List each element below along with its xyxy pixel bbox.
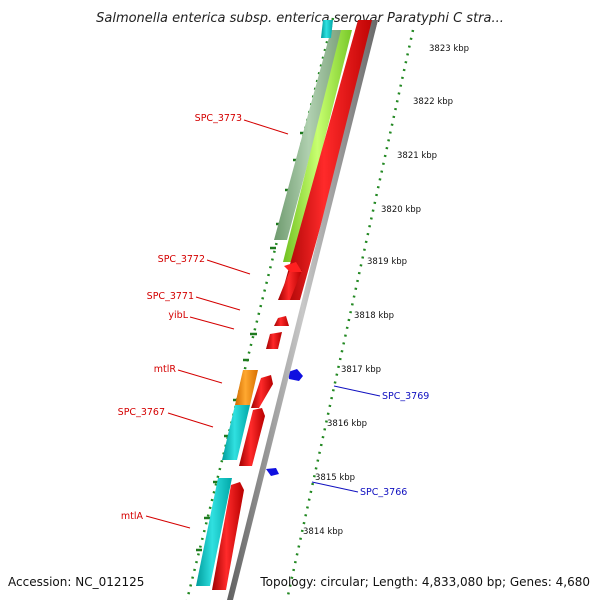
- scale-label: 3819 kbp: [367, 257, 407, 267]
- accession-text: Accession: NC_012125: [8, 575, 144, 589]
- gene-label-spc3773: SPC_3773: [195, 113, 242, 124]
- cog-band-bottom: [196, 20, 333, 586]
- scale-label: 3821 kbp: [397, 151, 437, 161]
- gene-label-spc3771: SPC_3771: [147, 291, 194, 302]
- scale-label: 3814 kbp: [303, 527, 343, 537]
- blue-label-leaders: [311, 385, 381, 493]
- gene-mtla: [212, 482, 244, 590]
- gene-spc3766: [266, 468, 279, 476]
- gene-label-spc3767: SPC_3767: [118, 407, 165, 418]
- gene-label-mtlr: mtlR: [154, 364, 177, 375]
- scale-label: 3815 kbp: [315, 473, 355, 483]
- gene-labels: SPC_3773 SPC_3772 SPC_3771 yibL mtlR SPC…: [118, 113, 430, 522]
- gene-label-spc3766: SPC_3766: [360, 487, 407, 498]
- gene-label-leaders: [145, 119, 289, 529]
- gene-label-mtla: mtlA: [121, 511, 144, 522]
- gene-spc3772: [278, 270, 302, 300]
- cog-band-top: [274, 30, 352, 262]
- forward-cds-track: [212, 20, 378, 590]
- gene-spc3771: [274, 316, 289, 326]
- gene-label-yibl: yibL: [168, 310, 188, 321]
- gene-yibl: [266, 332, 282, 349]
- scale-label: 3816 kbp: [327, 419, 367, 429]
- scale-label: 3820 kbp: [381, 205, 421, 215]
- reverse-cds-track: [266, 369, 303, 476]
- gene-label-spc3769: SPC_3769: [382, 391, 429, 402]
- scale-label: 3823 kbp: [429, 44, 469, 54]
- backbone: [227, 20, 378, 600]
- gene-label-spc3772: SPC_3772: [158, 254, 205, 265]
- gene-spc3767: [239, 408, 265, 466]
- scale-label: 3818 kbp: [354, 311, 394, 321]
- map-title: Salmonella enterica subsp. enterica sero…: [96, 11, 504, 26]
- gene-spc3769: [288, 369, 303, 381]
- scale-label: 3817 kbp: [341, 365, 381, 375]
- genome-summary-text: Topology: circular; Length: 4,833,080 bp…: [259, 575, 590, 589]
- gene-mtlr: [251, 375, 273, 408]
- scale-label: 3822 kbp: [413, 97, 453, 107]
- scale-labels: 3823 kbp 3822 kbp 3821 kbp 3820 kbp 3819…: [303, 44, 469, 537]
- scale-ring: [285, 29, 415, 600]
